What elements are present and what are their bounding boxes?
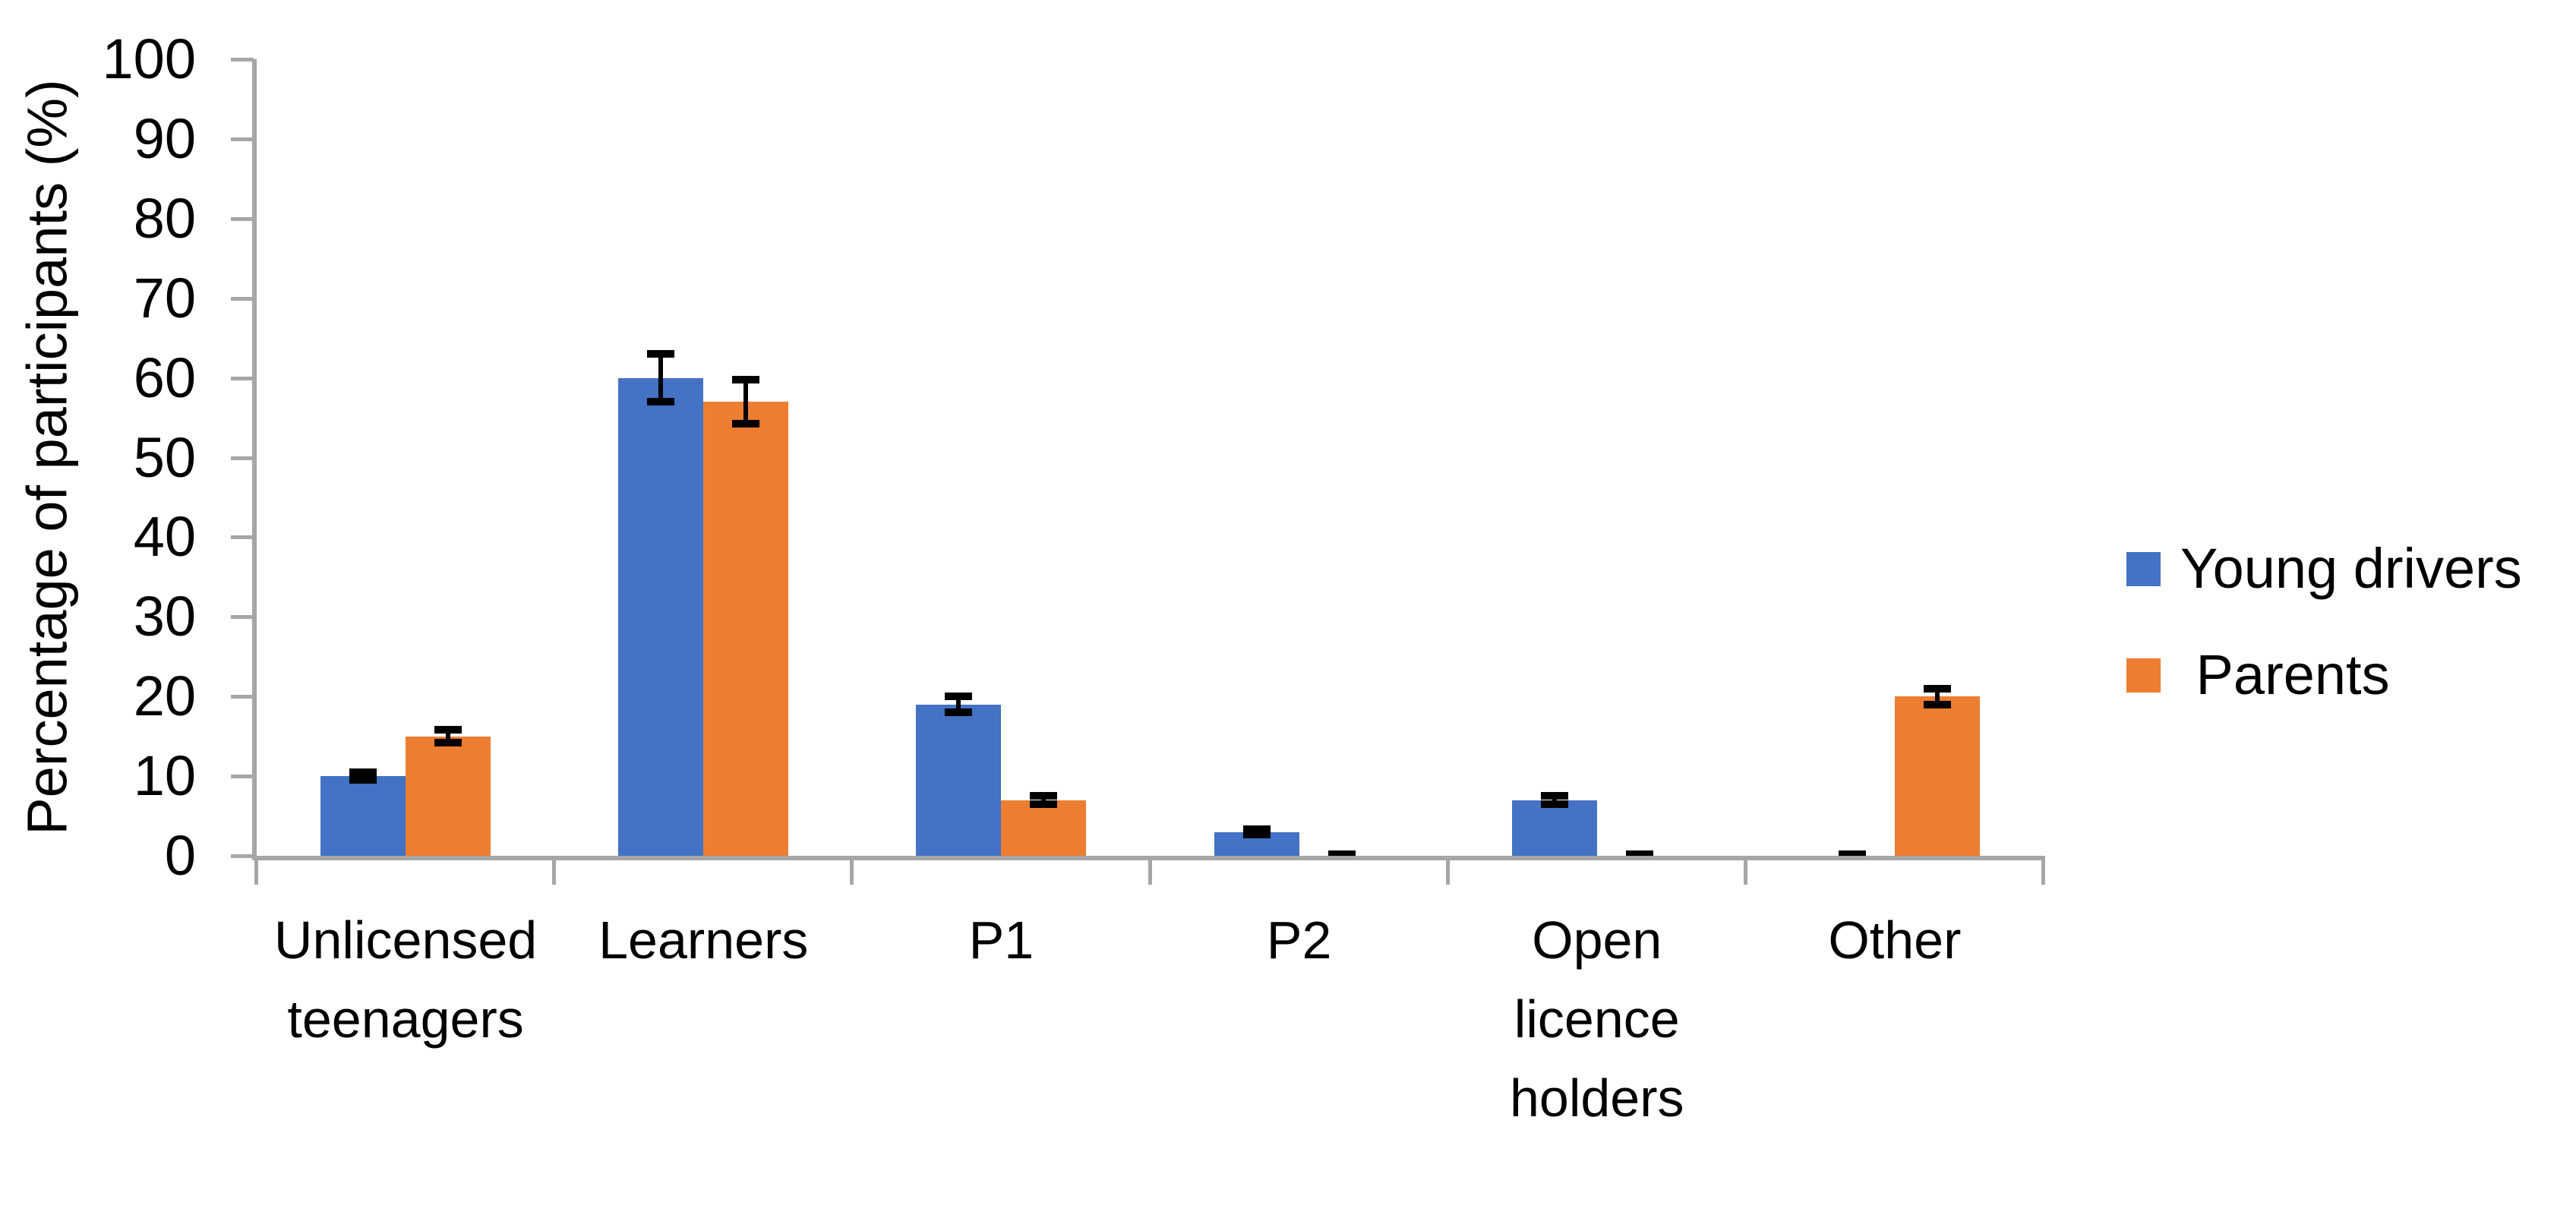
x-category-label-line: Open xyxy=(1532,910,1662,970)
error-bar-cap-bottom xyxy=(647,398,675,406)
x-tick-mark xyxy=(552,856,557,885)
x-tick-mark xyxy=(1445,856,1450,885)
error-bar-cap-bottom xyxy=(349,776,377,784)
error-bar-cap-top xyxy=(434,726,462,734)
legend-swatch-parents xyxy=(2126,658,2161,693)
error-bar-stem xyxy=(361,772,366,781)
x-category-label-line: licence xyxy=(1514,989,1680,1049)
bar-young-drivers xyxy=(320,776,406,856)
legend-label: Young drivers xyxy=(2180,537,2522,600)
x-category-label-line: Learners xyxy=(598,910,809,970)
error-bar-cap-top xyxy=(349,768,377,776)
y-axis-line xyxy=(252,59,257,860)
error-bar-cap-top xyxy=(1030,792,1058,800)
error-bar-stem xyxy=(446,730,451,743)
y-tick-mark xyxy=(231,854,254,858)
error-bar-cap-bottom xyxy=(1242,830,1271,838)
error-bar-stem xyxy=(658,354,664,402)
x-category-label-line: holders xyxy=(1509,1068,1684,1128)
y-tick-label: 0 xyxy=(164,824,196,887)
bar-parents xyxy=(703,402,789,856)
x-category-label: Open licence holders xyxy=(1438,901,1757,1138)
error-bar-stem xyxy=(956,696,961,713)
error-bar-cap-bottom xyxy=(945,708,973,717)
x-category-label-line: Unlicensed xyxy=(273,910,538,970)
error-bar-stem xyxy=(743,379,749,424)
y-tick-label: 20 xyxy=(133,664,196,728)
error-bar-cap-top xyxy=(1242,825,1271,834)
bar-parents xyxy=(1894,696,1980,856)
bar-parents xyxy=(1001,800,1087,856)
y-tick-label: 40 xyxy=(133,505,196,569)
error-bar-stem xyxy=(1041,796,1046,804)
error-bar-cap-top xyxy=(945,693,973,701)
x-category-label-line: Other xyxy=(1828,910,1962,970)
x-tick-mark xyxy=(1743,856,1747,885)
y-tick-label: 80 xyxy=(133,186,196,250)
y-tick-mark xyxy=(231,376,254,380)
y-tick-mark xyxy=(231,695,254,699)
x-tick-mark xyxy=(2041,856,2045,885)
error-bar-cap-bottom xyxy=(434,739,462,747)
y-tick-mark xyxy=(231,775,254,779)
legend-item-parents: Parents xyxy=(2126,647,2522,703)
y-tick-label: 100 xyxy=(102,27,196,90)
x-category-label: P2 xyxy=(1140,901,1459,980)
bar-young-drivers xyxy=(916,704,1002,856)
legend-swatch-young-drivers xyxy=(2126,551,2161,586)
y-tick-mark xyxy=(231,216,254,221)
y-tick-mark xyxy=(231,137,254,141)
y-tick-mark xyxy=(231,296,254,301)
error-bar-cap-top xyxy=(1540,792,1568,800)
error-bar-cap-top xyxy=(1923,684,1951,693)
y-tick-label: 70 xyxy=(133,266,196,330)
x-tick-mark xyxy=(850,856,854,885)
legend-item-young-drivers: Young drivers xyxy=(2126,541,2522,597)
x-category-label: Learners xyxy=(544,901,863,980)
bar-young-drivers xyxy=(1511,800,1597,856)
error-bar-cap-bottom xyxy=(732,420,760,428)
error-bar-cap-bottom xyxy=(1923,700,1951,708)
y-tick-label: 30 xyxy=(133,585,196,648)
y-tick-mark xyxy=(231,615,254,620)
x-category-label: Unlicensed teenagers xyxy=(246,901,565,1059)
y-tick-mark xyxy=(231,535,254,540)
x-tick-mark xyxy=(254,856,258,885)
y-tick-label: 50 xyxy=(133,425,196,489)
x-category-label: P1 xyxy=(841,901,1160,980)
x-category-label-line: P1 xyxy=(968,910,1034,970)
error-bar-cap-top xyxy=(732,375,760,383)
error-bar-cap-top xyxy=(647,350,675,358)
y-tick-mark xyxy=(231,456,254,460)
x-category-label: Other xyxy=(1735,901,2054,980)
bar-parents xyxy=(406,736,491,856)
x-category-label-line: P2 xyxy=(1266,910,1332,970)
legend-label: Parents xyxy=(2180,643,2390,706)
y-tick-label: 90 xyxy=(133,106,196,170)
y-tick-mark xyxy=(231,58,254,62)
legend: Young drivers Parents xyxy=(2126,541,2522,703)
bar-young-drivers xyxy=(618,377,704,856)
y-tick-label: 60 xyxy=(133,346,196,409)
error-bar-cap-bottom xyxy=(1030,800,1058,808)
x-tick-mark xyxy=(1148,856,1152,885)
error-bar-stem xyxy=(1934,688,1940,705)
x-category-label-line: teenagers xyxy=(287,989,524,1049)
error-bar-cap-bottom xyxy=(1540,800,1568,808)
y-tick-label: 10 xyxy=(133,744,196,808)
error-bar-stem xyxy=(1552,796,1557,804)
